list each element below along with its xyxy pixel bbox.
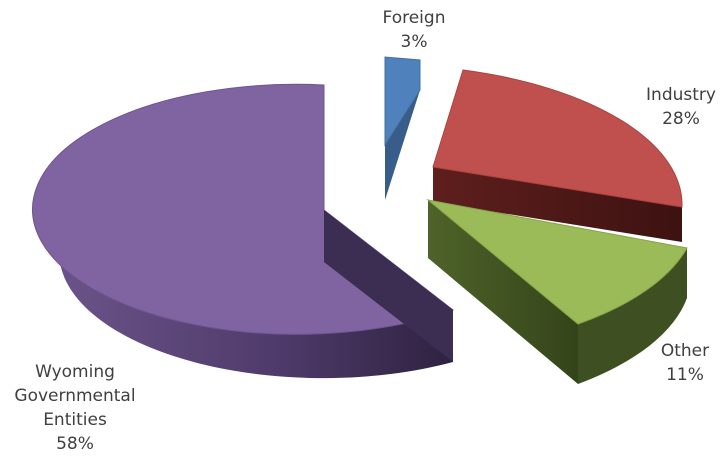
slice-industry-top [432, 69, 683, 208]
slice-industry [432, 69, 683, 242]
label-industry: Industry 28% [641, 83, 721, 131]
label-other: Other 11% [652, 339, 718, 387]
label-other-name: Other [660, 341, 710, 361]
slice-other-side-front [578, 248, 687, 384]
label-wyoming-line-2: Governmental [14, 386, 136, 406]
slice-foreign-top [384, 56, 421, 147]
label-industry-value: 28% [662, 109, 700, 129]
slice-industry-side [433, 167, 682, 242]
label-other-value: 11% [666, 365, 704, 385]
label-industry-name: Industry [646, 85, 716, 105]
slice-wyoming-cut-face-2 [324, 210, 453, 362]
label-wyoming-value: 58% [56, 434, 94, 454]
slice-other [426, 199, 688, 384]
slice-other-top [426, 199, 688, 325]
label-wyoming-governmental-entities: Wyoming Governmental Entities 58% [0, 360, 150, 456]
label-foreign: Foreign 3% [378, 6, 450, 54]
slice-wyoming-side [60, 210, 453, 379]
label-wyoming-line-1: Wyoming [35, 362, 115, 382]
label-foreign-value: 3% [400, 32, 428, 52]
slice-wyoming-governmental-entities [32, 83, 455, 379]
slice-foreign [384, 56, 421, 200]
label-foreign-name: Foreign [382, 8, 446, 28]
slice-foreign-side [385, 90, 420, 200]
label-wyoming-line-3: Entities [43, 410, 107, 430]
slice-other-side-left [428, 200, 578, 384]
